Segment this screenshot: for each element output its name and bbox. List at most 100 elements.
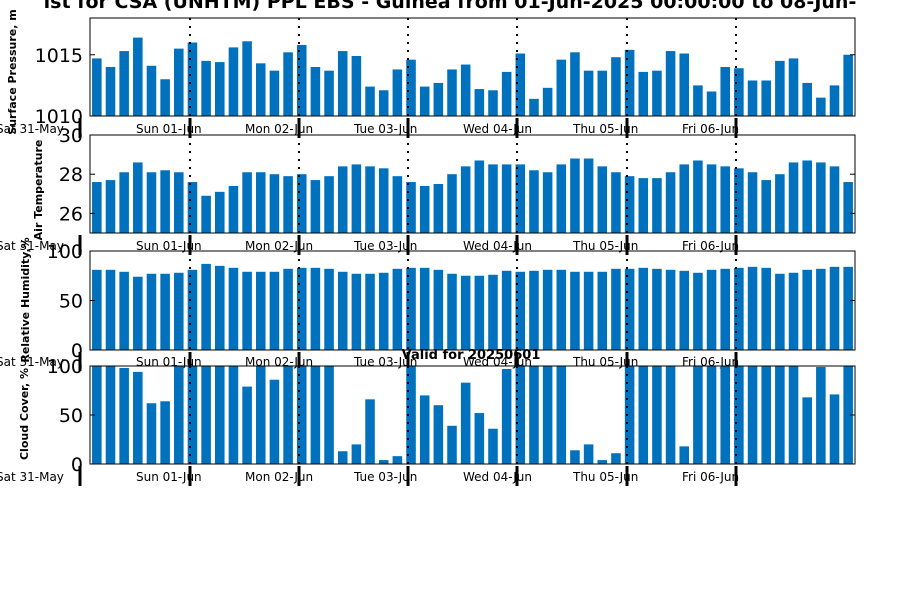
data-bar [474, 275, 485, 350]
data-bar [843, 54, 853, 116]
y-tick-label: 100 [47, 241, 83, 263]
data-bar [829, 85, 840, 117]
data-bar [255, 271, 266, 350]
data-bar [802, 82, 812, 116]
data-bar [515, 53, 526, 116]
y-tick-label: 1015 [35, 45, 83, 67]
x-tick-label: Tue 03-Jun [353, 470, 417, 484]
data-bar [775, 60, 785, 117]
x-tick-label: Mon 02-Jun [245, 239, 313, 253]
data-bar [310, 67, 321, 116]
data-bar [597, 271, 608, 350]
data-bar [419, 86, 430, 116]
data-bar [201, 366, 211, 464]
data-bar [160, 79, 170, 116]
data-bar [515, 164, 526, 233]
data-bar [378, 272, 389, 350]
data-bar [693, 272, 703, 350]
plot-frame [89, 17, 856, 117]
data-bar [255, 63, 266, 116]
x-tick-label: Tue 03-Jun [353, 239, 417, 253]
data-bar [665, 51, 676, 116]
data-bar [501, 71, 512, 116]
data-bar [174, 48, 184, 117]
x-tick-label: Sat 31-May [0, 239, 64, 253]
data-bar [283, 366, 293, 464]
data-bar [829, 266, 840, 350]
data-bar [529, 98, 539, 116]
data-bar [392, 456, 403, 464]
data-bar [324, 366, 334, 464]
y-tick-label: 1010 [35, 106, 83, 128]
panels-group: 1010 1015 Sat 31-May Sun 01-Jun Mon 02-Jun Tu… [0, 9, 856, 486]
data-bar [365, 399, 375, 464]
data-bar [720, 67, 730, 116]
data-bar [488, 164, 498, 233]
data-bar [174, 172, 184, 233]
data-bar [337, 51, 348, 116]
data-bar [788, 272, 799, 350]
data-bar [816, 97, 826, 117]
data-bar [583, 158, 594, 233]
data-bar [433, 184, 444, 233]
data-bar [296, 366, 307, 464]
data-bar [92, 182, 102, 233]
data-bar [761, 267, 771, 350]
data-bar [269, 174, 280, 233]
data-bar [310, 366, 321, 464]
data-bar [255, 366, 266, 464]
data-bar [652, 178, 662, 233]
data-bar [488, 274, 498, 350]
data-bar [693, 160, 703, 233]
data-bar [296, 44, 307, 117]
data-bar [734, 366, 744, 464]
data-bar [433, 269, 444, 350]
data-bar [843, 366, 853, 464]
data-bar [734, 267, 744, 350]
y-tick-label: 26 [59, 203, 83, 225]
data-bar [597, 166, 608, 233]
data-bar [802, 269, 812, 350]
chart-title: ist for CSA (UNHTM) PPL EBS - Guinea fro… [44, 0, 857, 13]
data-bar [133, 276, 143, 350]
data-bar [406, 59, 416, 116]
x-tick-label: Wed 04-Jun [463, 239, 532, 253]
data-bar [337, 271, 348, 350]
data-bar [228, 185, 239, 233]
data-bar [843, 266, 853, 350]
x-tick-label: Fri 06-Jun [682, 122, 739, 136]
data-bar [351, 444, 362, 464]
data-bar [296, 174, 307, 233]
data-bar [597, 70, 608, 116]
data-bar [556, 164, 567, 233]
data-bar [747, 172, 758, 233]
data-bar [747, 80, 758, 116]
data-bar [720, 366, 730, 464]
data-bar [419, 267, 430, 350]
data-bar [706, 366, 717, 464]
data-bar [542, 172, 553, 233]
data-bar [351, 55, 362, 116]
data-bar [488, 428, 498, 464]
data-bar [570, 271, 580, 350]
data-bar [392, 268, 403, 350]
data-bar [419, 185, 430, 233]
data-bar [515, 366, 526, 464]
data-bar [583, 70, 594, 116]
data-bar [693, 366, 703, 464]
data-bar [652, 70, 662, 116]
data-bar [406, 182, 416, 233]
y-tick-label: 50 [59, 291, 83, 313]
x-tick-label: Thu 05-Jun [572, 470, 638, 484]
data-bar [365, 273, 375, 350]
plot-frame [89, 134, 856, 234]
data-bar [570, 52, 580, 116]
data-bar [542, 269, 553, 350]
data-bar [556, 59, 567, 116]
data-bar [406, 267, 416, 350]
data-bar [365, 166, 375, 233]
data-bar [665, 269, 676, 350]
chart-subtitle: Valid for 20250601 [402, 348, 541, 363]
